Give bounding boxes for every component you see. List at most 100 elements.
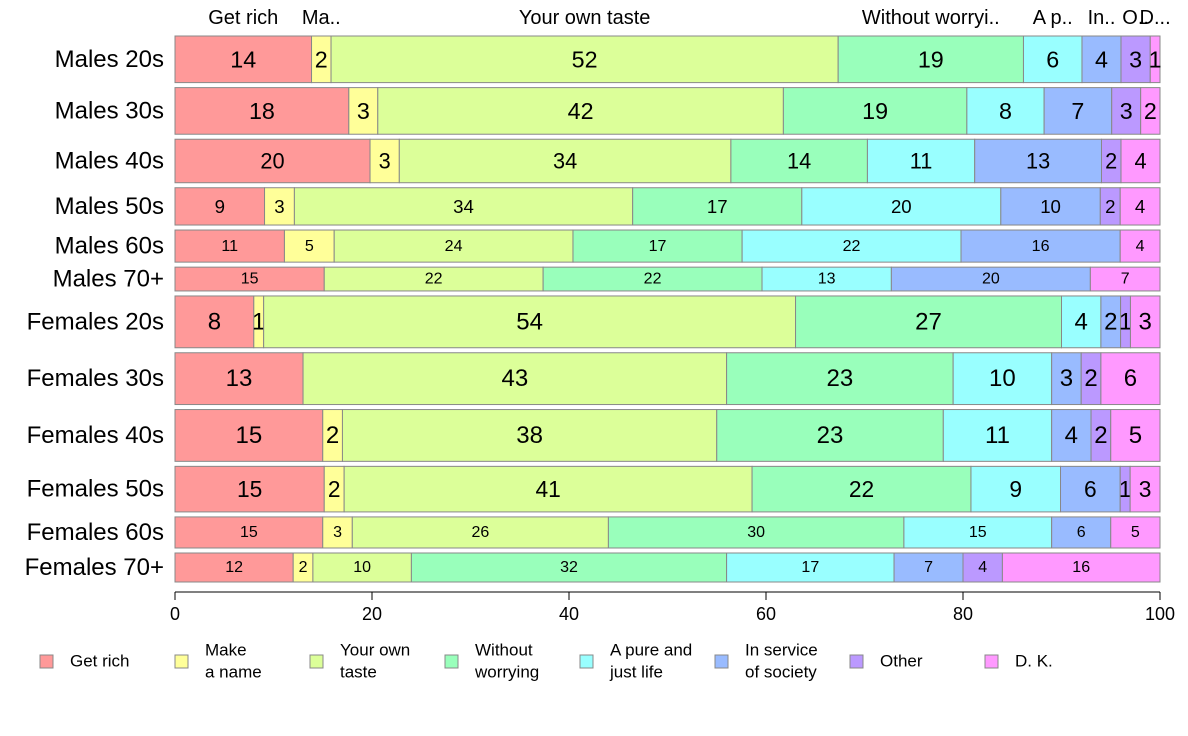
row-labels: Males 20s Males 30s Males 40s Males 50s Male… <box>25 46 164 581</box>
data-label: 15 <box>236 422 263 449</box>
data-label: 3 <box>357 98 370 124</box>
bar-segment-without-worrying <box>751 465 972 513</box>
bar-segment-your-own-taste <box>341 409 718 462</box>
bar-females-50s: 15 2 41 22 9 6 1 3 <box>174 465 1161 513</box>
bar-females-70: 12 2 10 32 17 7 4 16 <box>174 552 1161 583</box>
data-label: 4 <box>978 559 987 576</box>
data-label: 24 <box>445 237 463 255</box>
x-tick-label: 80 <box>953 604 973 624</box>
data-label: 3 <box>333 524 342 541</box>
legend-label: just life <box>609 663 663 682</box>
top-label: Your own taste <box>519 7 651 29</box>
data-label: 22 <box>849 476 874 502</box>
x-tick-label: 60 <box>756 604 776 624</box>
data-label: 23 <box>827 365 854 392</box>
row-label: Females 30s <box>27 365 164 392</box>
legend-label: worrying <box>474 663 539 682</box>
bar-females-60s: 15 3 26 30 15 6 5 <box>174 516 1161 549</box>
data-label: 15 <box>241 271 259 288</box>
row-label: Females 40s <box>27 422 164 449</box>
data-label: 13 <box>818 271 836 288</box>
data-label: 2 <box>299 559 308 576</box>
legend-swatch <box>579 654 594 669</box>
data-label: 15 <box>240 524 258 541</box>
legend-label: Get rich <box>70 652 130 671</box>
data-label: 4 <box>1134 148 1146 173</box>
data-label: 13 <box>226 365 253 392</box>
bar-segment-your-own-taste <box>377 87 784 135</box>
data-label: 27 <box>915 308 942 335</box>
data-label: 7 <box>924 559 933 576</box>
bar-males-30s: 18 3 42 19 8 7 3 2 <box>174 87 1161 135</box>
data-label: 2 <box>1084 365 1097 392</box>
data-label: 9 <box>215 196 225 217</box>
data-label: 20 <box>260 148 284 173</box>
data-label: 16 <box>1032 237 1050 255</box>
data-label: 6 <box>1084 476 1097 502</box>
data-label: 17 <box>649 237 667 255</box>
data-label: 5 <box>1131 524 1140 541</box>
x-tick-label: 20 <box>362 604 382 624</box>
legend-swatch <box>849 654 864 669</box>
legend-swatch <box>444 654 459 669</box>
bar-segment-d-k <box>1140 87 1161 135</box>
bar-segment-without-worrying <box>730 138 868 184</box>
data-label: 3 <box>1120 98 1133 124</box>
bar-males-50s: 9 3 34 17 20 10 2 4 <box>174 187 1161 226</box>
bar-segment-d-k <box>1119 229 1161 263</box>
data-label: 19 <box>862 98 888 124</box>
legend-label: In service <box>745 641 818 660</box>
data-label: 14 <box>230 46 256 72</box>
bar-females-30s: 13 43 23 10 3 2 6 <box>174 352 1161 406</box>
data-label: 41 <box>535 476 560 502</box>
data-label: 2 <box>1105 148 1117 173</box>
bar-segment-a-pure-and-just-life <box>801 187 1002 226</box>
data-label: 16 <box>1072 559 1090 576</box>
legend-label: Make <box>205 641 247 660</box>
bar-females-40s: 15 2 38 23 11 4 2 5 <box>174 409 1161 462</box>
bar-segment-d-k <box>1149 35 1161 84</box>
bar-segment-in-service-of-society <box>1000 187 1101 226</box>
row-label: Females 60s <box>27 519 164 546</box>
top-label: D... <box>1140 7 1171 29</box>
data-label: 8 <box>208 308 221 335</box>
data-label: 3 <box>274 196 284 217</box>
data-label: 38 <box>516 422 543 449</box>
data-label: 18 <box>249 98 275 124</box>
bar-segment-your-own-taste <box>312 552 412 583</box>
bar-segment-other <box>1111 87 1142 135</box>
data-label: 2 <box>1144 98 1157 124</box>
data-label: 15 <box>237 476 262 502</box>
data-label: 17 <box>707 196 728 217</box>
data-label: 3 <box>379 148 391 173</box>
bar-segment-other <box>962 552 1003 583</box>
bar-segment-your-own-taste <box>333 229 574 263</box>
legend-swatch <box>39 654 54 669</box>
bar-segment-d-k <box>1001 552 1161 583</box>
bar-segment-a-pure-and-just-life <box>1061 295 1102 349</box>
bar-segment-d-k <box>1100 352 1161 406</box>
data-label: 20 <box>982 271 1000 288</box>
top-label: Without worryi.. <box>862 7 1000 29</box>
data-label: 10 <box>1040 196 1061 217</box>
bar-segment-a-pure-and-just-life <box>970 465 1062 513</box>
data-label: 15 <box>969 524 987 541</box>
data-label: 7 <box>1071 98 1084 124</box>
bar-segment-in-service-of-society <box>960 229 1121 263</box>
bar-segment-get-rich <box>174 138 371 184</box>
row-label: Females 20s <box>27 308 164 335</box>
legend-item-make-a-name: Make a name <box>174 641 262 682</box>
legend-swatch <box>714 654 729 669</box>
row-label: Males 70+ <box>53 266 164 293</box>
bar-females-20s: 8 1 54 27 4 2 1 3 <box>174 295 1161 349</box>
data-label: 4 <box>1095 46 1108 72</box>
data-label: 42 <box>568 98 594 124</box>
top-label: Get rich <box>208 7 278 29</box>
data-label: 6 <box>1046 46 1059 72</box>
bar-segment-in-service-of-society <box>1051 516 1112 549</box>
bar-segment-get-rich <box>174 352 304 406</box>
bar-segment-make-a-name <box>348 87 379 135</box>
legend-item-a-pure-and-just-life: A pure and just life <box>579 641 692 682</box>
legend-item-without-worrying: Without worrying <box>444 641 539 682</box>
